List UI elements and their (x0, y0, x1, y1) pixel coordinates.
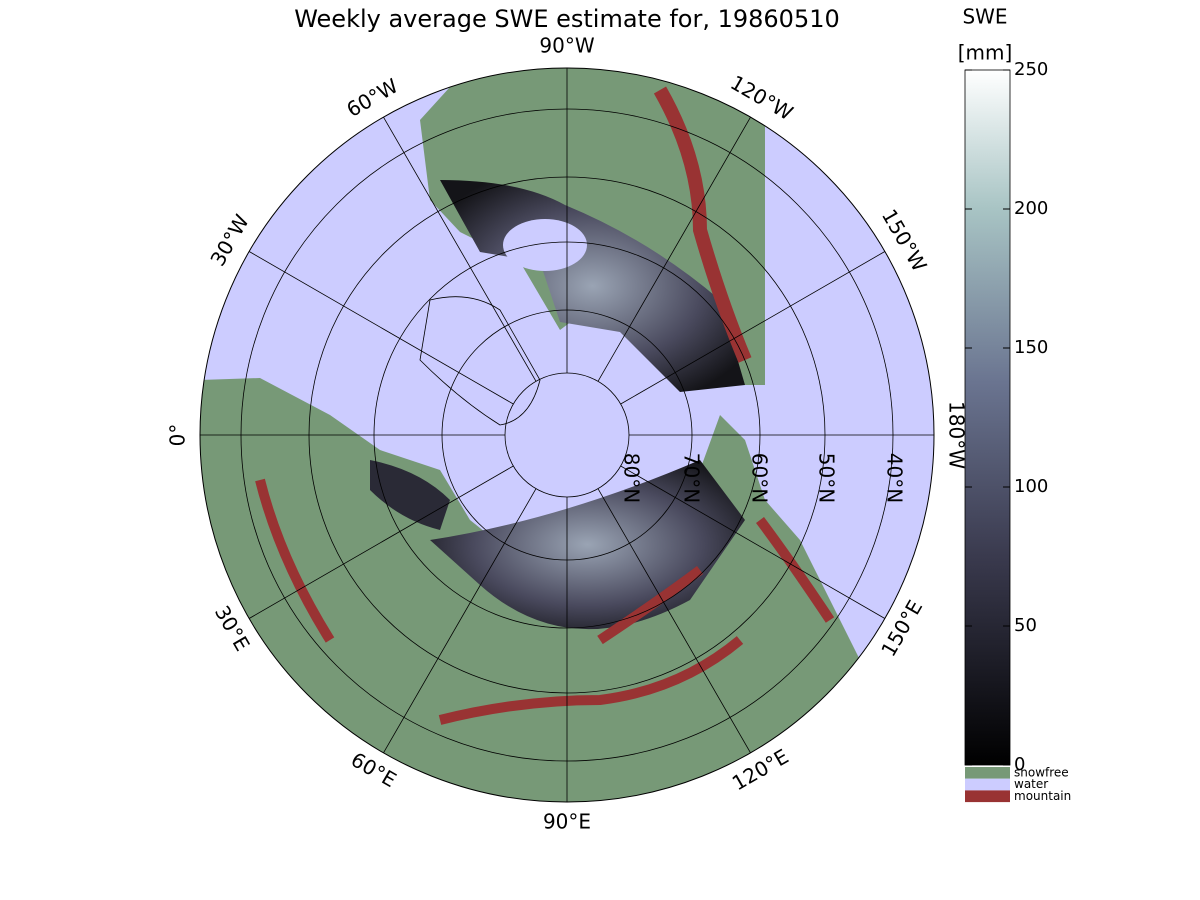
map-border (199, 67, 935, 803)
hudson-bay (503, 219, 587, 271)
snow-scandinavia (370, 460, 450, 530)
longitude-label: 90°W (539, 34, 594, 58)
title: Weekly average SWE estimate for, 1986051… (294, 5, 840, 33)
graticule (200, 68, 934, 802)
meridian (597, 488, 751, 754)
legend-swatch (965, 778, 1010, 791)
latitude-label: 70°N (680, 453, 704, 503)
meridian (248, 251, 514, 405)
legend-swatch (965, 767, 1010, 779)
latitude-label: 60°N (748, 453, 772, 503)
snow-eurasia (430, 460, 745, 630)
longitude-label: 90°E (543, 810, 591, 834)
legend-swatch (965, 790, 1010, 803)
colorbar-tick-label: 150 (1014, 337, 1048, 358)
colorbar (964, 69, 1011, 766)
meridian (620, 251, 886, 405)
colorbar-tick-label: 0 (1014, 754, 1025, 775)
meridian (597, 116, 751, 382)
colorbar-tick-label: 200 (1014, 198, 1048, 219)
legend-label: mountain (1014, 789, 1071, 803)
longitude-label: 180°W (945, 401, 969, 469)
colorbar-unit: [mm] (958, 41, 1013, 65)
latitude-label: 80°N (620, 453, 644, 503)
colorbar-tick-label: 100 (1014, 476, 1048, 497)
meridian (248, 465, 514, 619)
mountain (255, 478, 835, 725)
meridian (383, 116, 537, 382)
meridian (620, 465, 886, 619)
latitude-label: 40°N (883, 453, 907, 503)
legend-label: water (1014, 777, 1048, 791)
colorbar-tick-label: 50 (1014, 615, 1037, 636)
colorbar-title: SWE (962, 5, 1007, 29)
greenland (419, 296, 541, 426)
longitude-label: 0° (166, 424, 190, 447)
legend-label: snowfree (1014, 766, 1069, 780)
colorbar-tick-label: 250 (1014, 59, 1048, 80)
meridian (383, 488, 537, 754)
map (200, 68, 934, 802)
latitude-label: 50°N (815, 453, 839, 503)
mountain (653, 86, 752, 363)
